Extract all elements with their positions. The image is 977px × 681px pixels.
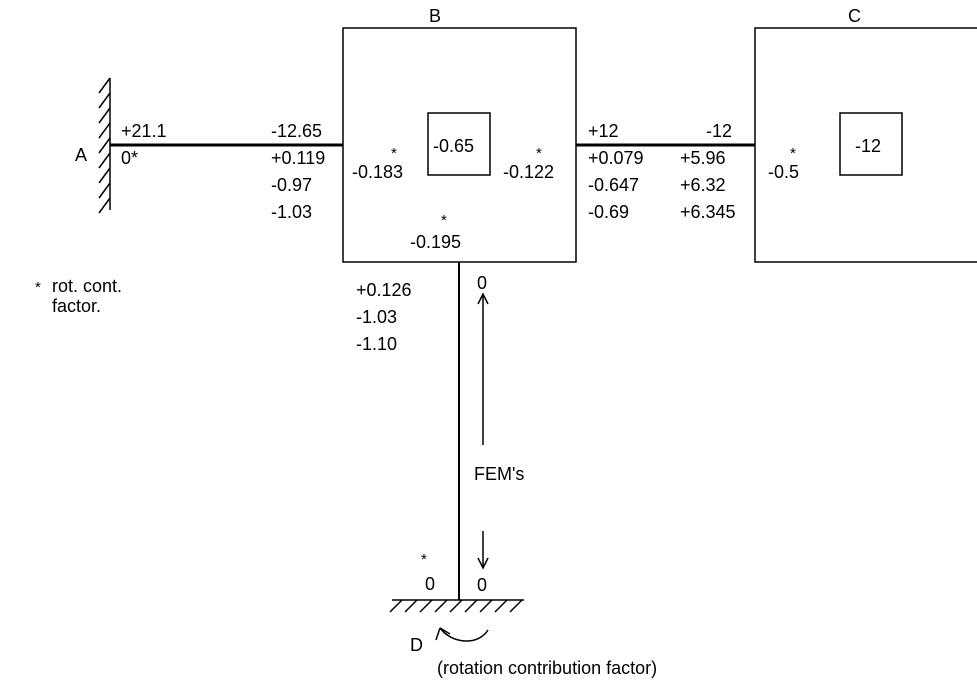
- legend-symbol: *: [35, 279, 41, 296]
- bc-c-end-value: -12: [706, 121, 732, 141]
- bc-b-end-value: -0.647: [588, 175, 639, 195]
- factor-star: *: [790, 145, 796, 162]
- fem-label: FEM's: [474, 464, 524, 484]
- joint-d-factor: 0: [425, 574, 435, 594]
- fem-arrow-down-head: [477, 557, 489, 570]
- rotation-arrow: [439, 627, 489, 642]
- bc-c-end-value: +6.32: [680, 175, 726, 195]
- ab-b-end-value: -1.03: [271, 202, 312, 222]
- joint-c-inner-box: [839, 112, 903, 176]
- joint-b-box-value: -0.65: [433, 136, 474, 156]
- fem-bottom-value: 0: [477, 575, 487, 595]
- bc-b-end-value: +12: [588, 121, 619, 141]
- joint-label-d: D: [410, 635, 423, 655]
- factor-star: *: [421, 551, 427, 568]
- bc-b-end-value: +0.079: [588, 148, 644, 168]
- joint-label-c: C: [848, 6, 861, 26]
- factor-star: *: [536, 145, 542, 162]
- ab-a-end-value: +21.1: [121, 121, 167, 141]
- bc-c-end-value: +5.96: [680, 148, 726, 168]
- bc-c-end-value: +6.345: [680, 202, 736, 222]
- ab-b-end-value: +0.119: [271, 148, 325, 168]
- joint-label-a: A: [75, 145, 87, 165]
- joint-b-factor-left: -0.183: [352, 162, 403, 182]
- ab-a-end-factor: 0*: [121, 148, 138, 168]
- bd-b-end-value: -1.03: [356, 307, 397, 327]
- joint-c-factor: -0.5: [768, 162, 799, 182]
- ab-b-end-value: -12.65: [271, 121, 322, 141]
- joint-b-factor-right: -0.122: [503, 162, 554, 182]
- joint-b-factor-bottom: -0.195: [410, 232, 461, 252]
- rotation-arrowhead: [435, 627, 451, 641]
- bd-b-end-value: +0.126: [356, 280, 412, 300]
- joint-c-box-value: -12: [855, 136, 881, 156]
- ab-b-end-value: -0.97: [271, 175, 312, 195]
- legend-line-1: rot. cont.: [52, 276, 122, 296]
- fixed-support-d: [389, 599, 524, 613]
- factor-star: *: [391, 145, 397, 162]
- bd-b-end-value: -1.10: [356, 334, 397, 354]
- fixed-support-a: [98, 77, 111, 214]
- joint-b-inner-box: [427, 112, 491, 176]
- caption: (rotation contribution factor): [437, 658, 657, 678]
- fem-arrow-up-head: [477, 292, 489, 305]
- bc-b-end-value: -0.69: [588, 202, 629, 222]
- fem-top-value: 0: [477, 273, 487, 293]
- joint-label-b: B: [429, 6, 441, 26]
- legend-line-2: factor.: [52, 296, 101, 316]
- factor-star: *: [441, 212, 447, 229]
